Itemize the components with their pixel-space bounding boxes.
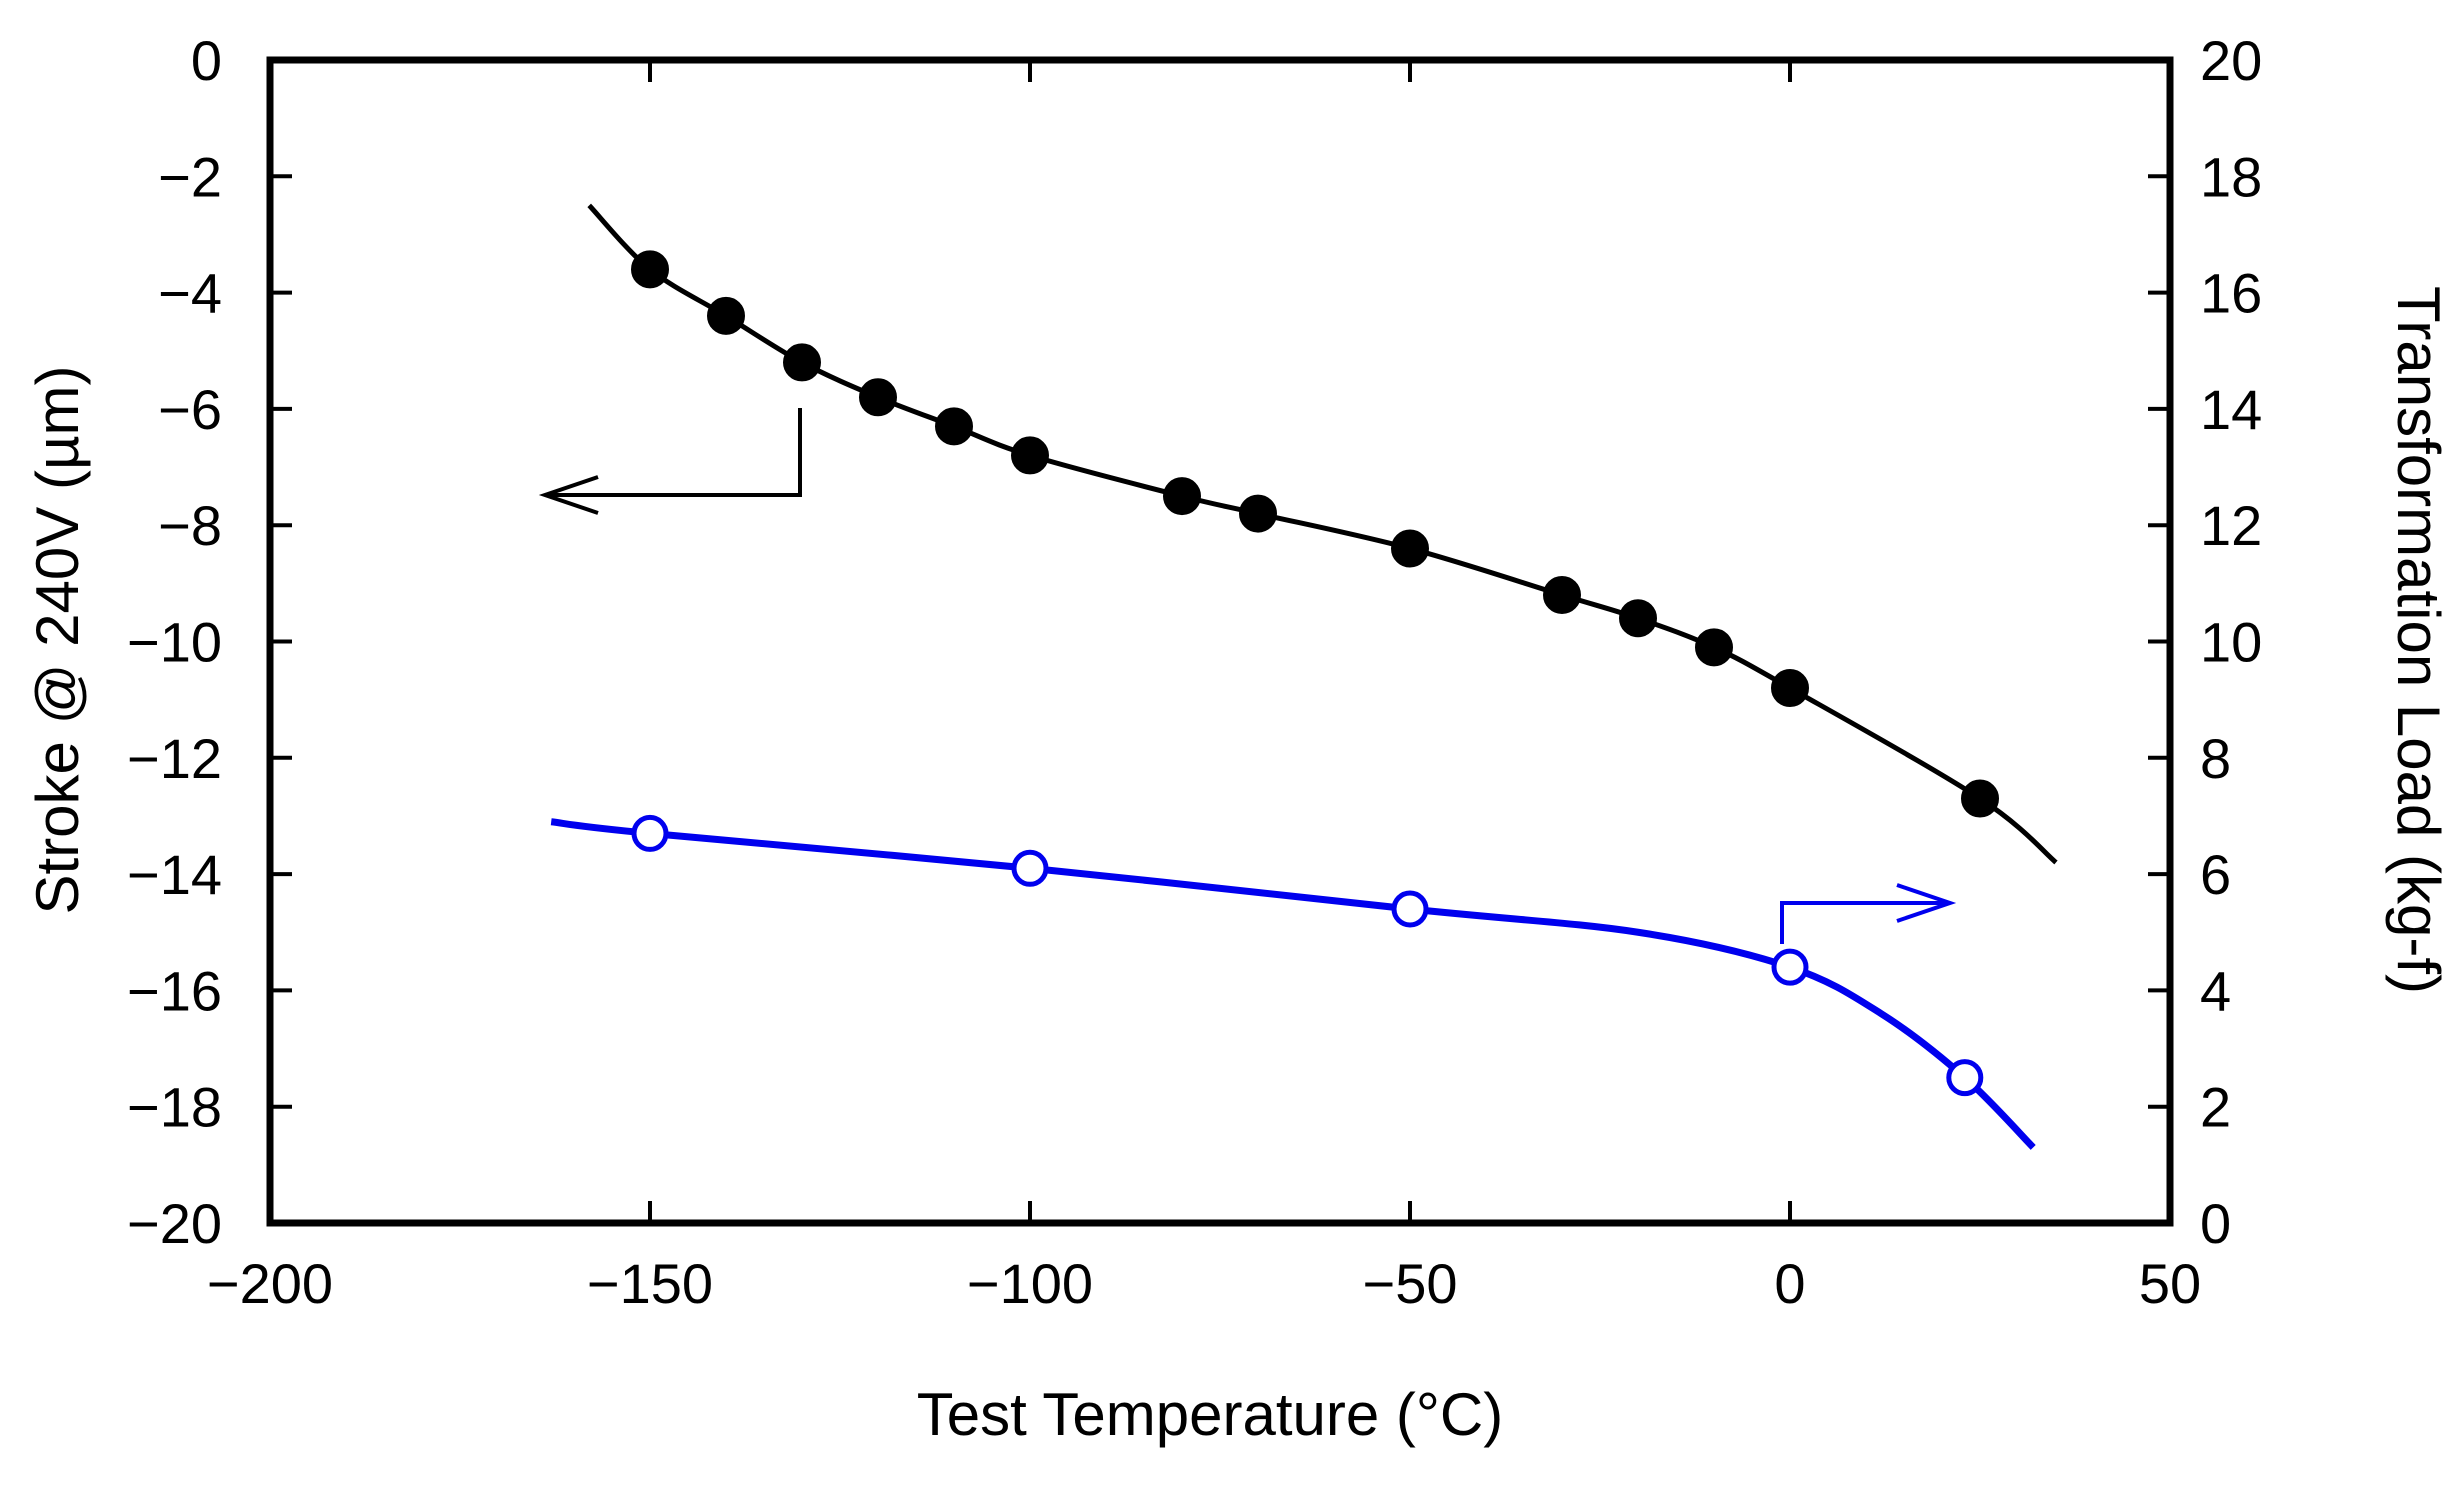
- y-left-tick-label: −16: [127, 959, 222, 1022]
- markers-layer: [631, 250, 1999, 1097]
- y-right-tick-label: 2: [2200, 1076, 2231, 1139]
- y-right-tick-label: 14: [2200, 378, 2262, 441]
- y-right-axis-title: Transformation Load (kg-f): [2385, 286, 2452, 994]
- y-left-tick-label: −18: [127, 1076, 222, 1139]
- y-left-tick-label: −4: [158, 262, 222, 325]
- y-left-tick-label: −10: [127, 611, 222, 674]
- stroke-data-point: [1771, 669, 1809, 708]
- y-right-tick-label: 20: [2200, 29, 2262, 92]
- y-left-tick-label: 0: [191, 29, 222, 92]
- load-data-point: [1946, 1059, 1984, 1097]
- stroke-data-point: [1543, 575, 1581, 614]
- y-right-tick-label: 0: [2200, 1192, 2231, 1255]
- y-left-tick-label: −8: [158, 494, 222, 557]
- stroke-data-point: [1619, 599, 1657, 638]
- stroke-data-point: [631, 250, 669, 289]
- plot-frame: [266, 56, 2174, 1227]
- x-tick-label: 0: [1774, 1252, 1805, 1315]
- y-left-tick-label: −2: [158, 145, 222, 208]
- x-tick-label: −150: [587, 1252, 713, 1315]
- y-right-tick-label: 12: [2200, 494, 2262, 557]
- y-right-tick-label: 6: [2200, 843, 2231, 906]
- y-left-tick-label: −12: [127, 727, 222, 790]
- ticks-layer: −200 −150 −100 −50 0 500−2−4−6−8−10−12−14−16−…: [127, 29, 2262, 1315]
- stroke-curve: [587, 203, 2058, 865]
- x-tick-label: −100: [967, 1252, 1093, 1315]
- right-axis-indicator-arrow: [1780, 883, 1957, 944]
- y-right-tick-label: 18: [2200, 145, 2262, 208]
- stroke-data-point: [1011, 436, 1049, 475]
- x-tick-label: 50: [2139, 1252, 2201, 1315]
- y-right-tick-label: 16: [2200, 262, 2262, 325]
- y-right-tick-label: 8: [2200, 727, 2231, 790]
- curves-layer: [550, 203, 2058, 1150]
- y-left-axis-title: Stroke @ 240V (µm): [24, 366, 91, 915]
- stroke-data-point: [707, 296, 745, 335]
- load-data-point: [631, 814, 669, 852]
- load-data-point: [1391, 890, 1429, 928]
- load-data-point: [1771, 948, 1809, 986]
- x-tick-label: −200: [207, 1252, 333, 1315]
- left-axis-indicator-arrow: [538, 408, 802, 515]
- y-right-tick-label: 4: [2200, 959, 2231, 1022]
- stroke-data-point: [1239, 494, 1277, 533]
- stroke-data-point: [783, 343, 821, 382]
- x-tick-label: −50: [1363, 1252, 1458, 1315]
- x-axis-title: Test Temperature (°C): [917, 1381, 1503, 1448]
- load-curve: [550, 818, 2036, 1150]
- stroke-data-point: [859, 378, 897, 417]
- y-left-tick-label: −6: [158, 378, 222, 441]
- stroke-data-point: [935, 407, 973, 446]
- y-left-tick-label: −20: [127, 1192, 222, 1255]
- stroke-data-point: [1695, 628, 1733, 667]
- y-right-tick-label: 10: [2200, 611, 2262, 674]
- stroke-data-point: [1163, 477, 1201, 516]
- stroke-data-point: [1961, 779, 1999, 818]
- load-data-point: [1011, 849, 1049, 887]
- stroke-data-point: [1391, 529, 1429, 568]
- y-left-tick-label: −14: [127, 843, 222, 906]
